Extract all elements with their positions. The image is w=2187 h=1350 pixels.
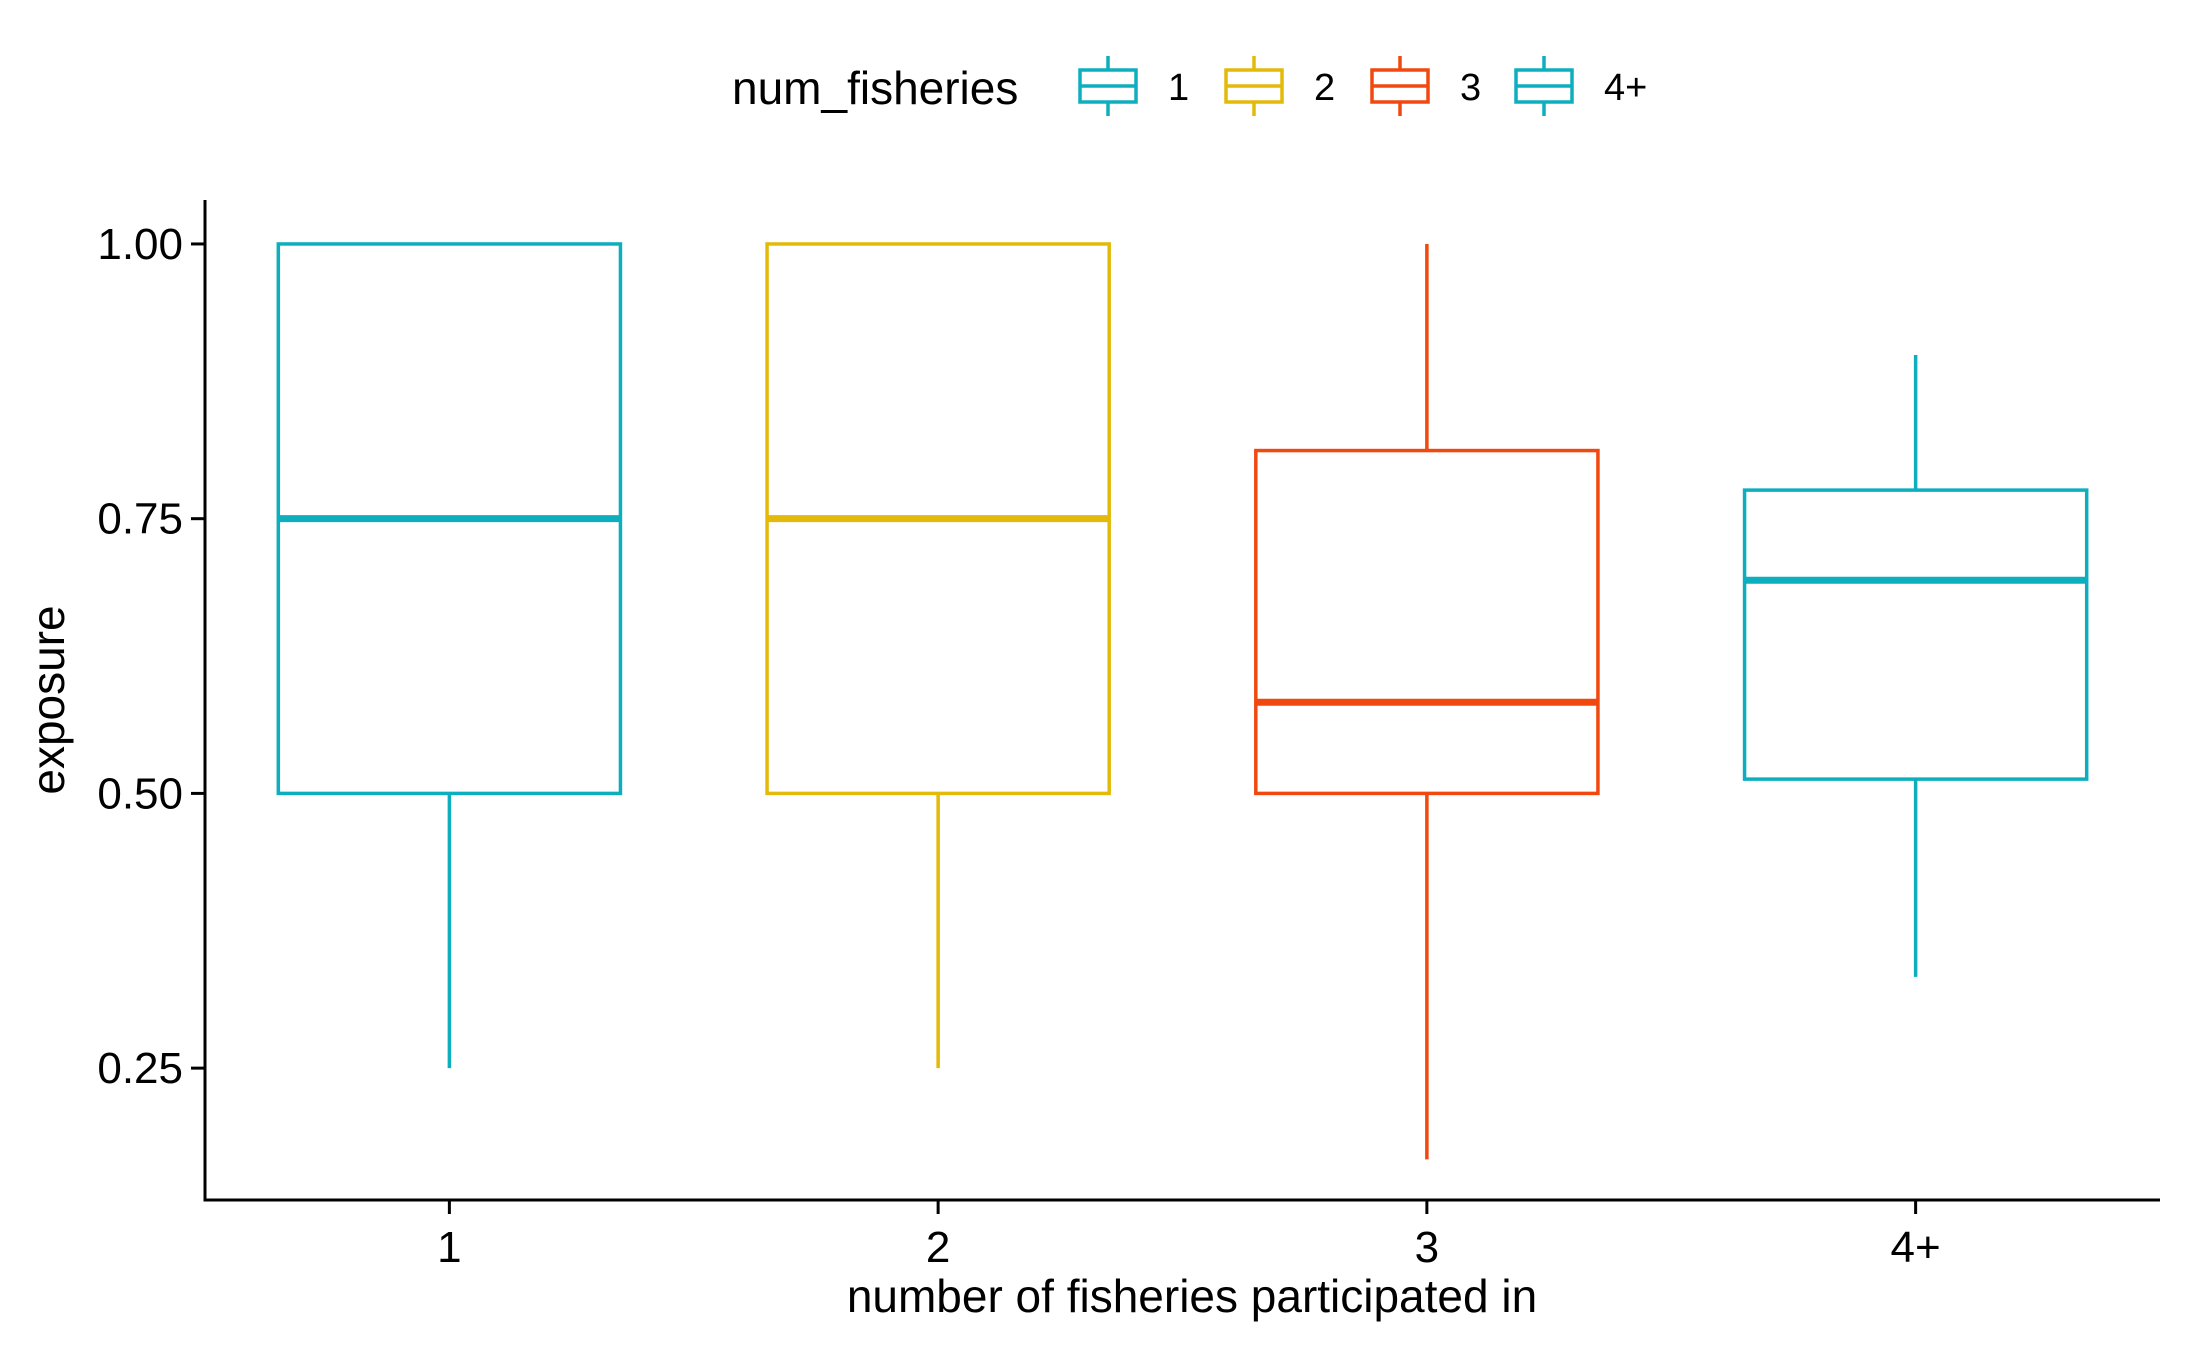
y-tick-label: 1.00 — [97, 220, 183, 269]
legend-label: 4+ — [1604, 67, 1647, 109]
legend-label: 2 — [1314, 67, 1335, 109]
x-tick-label: 3 — [1415, 1223, 1439, 1272]
box-2 — [765, 242, 1111, 1069]
axes: 0.25 0.50 0.75 1.00 1 2 3 4+ — [97, 200, 2160, 1272]
y-tick-label: 0.75 — [97, 495, 183, 544]
box-iqr — [1742, 488, 2089, 781]
legend-key-1: 1 — [1078, 56, 1189, 116]
legend-key-2: 2 — [1224, 56, 1335, 116]
legend-key-4: 4+ — [1514, 56, 1647, 116]
box-1 — [276, 242, 623, 1069]
y-axis-title: exposure — [22, 605, 74, 794]
legend-label: 1 — [1168, 67, 1189, 109]
legend-title: num_fisheries — [732, 62, 1018, 114]
legend-key-3: 3 — [1370, 56, 1481, 116]
legend-label: 3 — [1460, 67, 1481, 109]
x-tick-label: 2 — [926, 1223, 950, 1272]
box-iqr — [1254, 448, 1600, 796]
box-3 — [1254, 243, 1600, 1160]
legend: num_fisheries 1 2 3 4+ — [732, 56, 1647, 116]
x-tick-label: 1 — [437, 1223, 461, 1272]
x-tick-label: 4+ — [1891, 1223, 1941, 1272]
box-4 — [1742, 354, 2089, 977]
y-tick-label: 0.25 — [97, 1044, 183, 1093]
x-axis-title: number of fisheries participated in — [847, 1270, 1537, 1322]
box-group — [276, 242, 2089, 1160]
y-tick-label: 0.50 — [97, 769, 183, 818]
